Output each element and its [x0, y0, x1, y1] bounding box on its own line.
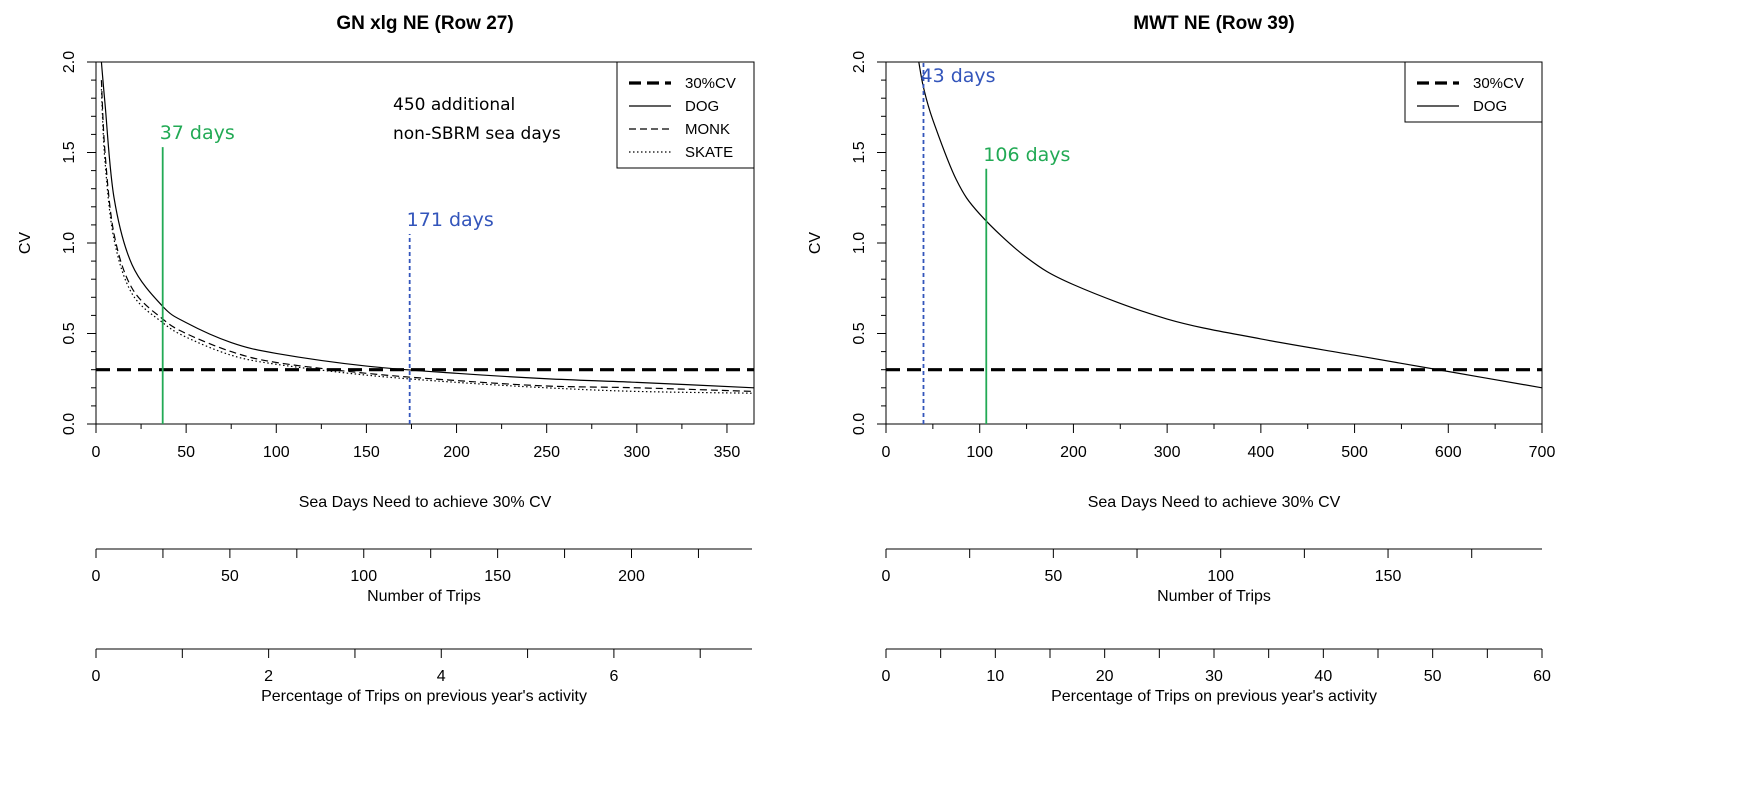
x-tick-label: 350 — [714, 444, 741, 461]
legend-label: 30%CV — [685, 75, 736, 92]
secondary-tick-label: 60 — [1533, 668, 1551, 685]
legend-label: 30%CV — [1473, 75, 1524, 92]
secondary-axis-label: Percentage of Trips on previous year's a… — [261, 688, 587, 705]
secondary-axis-2: 0 10 20 30 40 50 60 Percentage of Trips on prev… — [882, 648, 1551, 705]
secondary-tick-label: 0 — [92, 668, 101, 685]
y-tick-label: 1.5 — [61, 141, 78, 163]
chart-title: GN xlg NE (Row 27) — [336, 13, 513, 34]
secondary-tick-label: 200 — [618, 568, 645, 585]
marker-label: 106 days — [983, 144, 1070, 166]
legend-label: DOG — [1473, 98, 1507, 115]
y-axis-label: CV — [17, 232, 34, 255]
series-line-dog — [100, 62, 754, 389]
legend-box — [1404, 61, 1543, 123]
x-tick-label: 200 — [443, 444, 470, 461]
panel-1: GN xlg NE (Row 27)0 50 100 150 200 250 300 3500… — [17, 13, 755, 705]
y-tick-label: 1.5 — [851, 141, 868, 163]
plot-area — [886, 62, 1542, 424]
legend-label: SKATE — [685, 144, 733, 161]
marker-label: 171 days — [407, 209, 494, 231]
secondary-tick-label: 50 — [1424, 668, 1442, 685]
plot-area — [96, 62, 754, 424]
secondary-tick-label: 50 — [221, 568, 239, 585]
x-tick-label: 700 — [1529, 444, 1556, 461]
marker-label: 37 days — [160, 122, 235, 144]
series-line-skate — [100, 89, 754, 394]
secondary-axis-1: 0 50 100 150 Number of Trips — [882, 548, 1542, 605]
chart-title: MWT NE (Row 39) — [1133, 13, 1295, 34]
x-tick-label: 200 — [1060, 444, 1087, 461]
secondary-tick-label: 150 — [484, 568, 511, 585]
x-tick-label: 100 — [263, 444, 290, 461]
x-tick-label: 0 — [882, 444, 891, 461]
y-tick-label: 2.0 — [851, 51, 868, 73]
secondary-tick-label: 2 — [264, 668, 273, 685]
x-axis-label: Sea Days Need to achieve 30% CV — [1088, 494, 1341, 511]
secondary-axis-label: Number of Trips — [367, 588, 481, 605]
x-tick-label: 50 — [177, 444, 195, 461]
secondary-axis-1: 0 50 100 150 200 Number of Trips — [92, 548, 752, 605]
secondary-tick-label: 30 — [1205, 668, 1223, 685]
panel-2: MWT NE (Row 39)0 100 200 300 400 500 600 7000.0… — [807, 13, 1555, 705]
legend-label: MONK — [685, 121, 730, 138]
secondary-tick-label: 100 — [1207, 568, 1234, 585]
x-tick-label: 150 — [353, 444, 380, 461]
secondary-tick-label: 50 — [1044, 568, 1062, 585]
series-line-monk — [100, 80, 754, 393]
secondary-tick-label: 20 — [1096, 668, 1114, 685]
secondary-tick-label: 0 — [882, 668, 891, 685]
x-tick-label: 300 — [1154, 444, 1181, 461]
secondary-tick-label: 150 — [1375, 568, 1402, 585]
secondary-tick-label: 0 — [882, 568, 891, 585]
secondary-axis-2: 0 2 4 6 Percentage of Trips on previous year… — [92, 648, 752, 705]
x-axis-label: Sea Days Need to achieve 30% CV — [299, 494, 552, 511]
legend-label: DOG — [685, 98, 719, 115]
x-tick-label: 400 — [1248, 444, 1275, 461]
y-tick-label: 1.0 — [851, 232, 868, 254]
secondary-tick-label: 10 — [986, 668, 1004, 685]
annotation-text: non-SBRM sea days — [393, 124, 561, 144]
y-tick-label: 0.0 — [851, 413, 868, 435]
marker-label: 43 days — [920, 65, 995, 87]
x-tick-label: 600 — [1435, 444, 1462, 461]
x-tick-label: 500 — [1341, 444, 1368, 461]
x-tick-label: 250 — [533, 444, 560, 461]
y-tick-label: 1.0 — [61, 232, 78, 254]
x-tick-label: 0 — [92, 444, 101, 461]
y-tick-label: 0.5 — [851, 322, 868, 344]
secondary-tick-label: 6 — [609, 668, 618, 685]
y-tick-label: 0.0 — [61, 413, 78, 435]
secondary-tick-label: 4 — [437, 668, 446, 685]
secondary-axis-label: Number of Trips — [1157, 588, 1271, 605]
annotation-text: 450 additional — [393, 95, 515, 115]
series-line-dog — [918, 62, 1542, 389]
secondary-tick-label: 40 — [1314, 668, 1332, 685]
x-tick-label: 300 — [623, 444, 650, 461]
legend-box — [616, 61, 755, 169]
x-tick-label: 100 — [966, 444, 993, 461]
secondary-tick-label: 0 — [92, 568, 101, 585]
y-axis-label: CV — [807, 232, 824, 255]
secondary-tick-label: 100 — [350, 568, 377, 585]
secondary-axis-label: Percentage of Trips on previous year's a… — [1051, 688, 1377, 705]
y-tick-label: 0.5 — [61, 322, 78, 344]
y-tick-label: 2.0 — [61, 51, 78, 73]
